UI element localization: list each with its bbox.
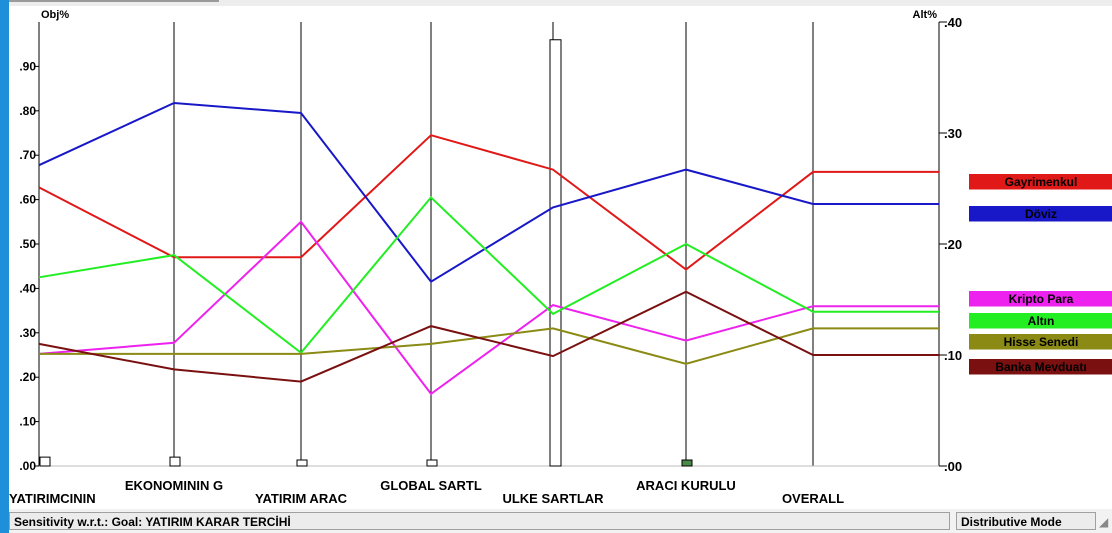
objective-priority-bar (296, 459, 308, 467)
right-axis-label: Alt% (913, 9, 938, 21)
series-line-banka-mevduatı (38, 290, 939, 383)
series-line-gayrimenkul (38, 134, 939, 271)
legend-label: Altın (1028, 314, 1055, 328)
series-line-hisse-senedi (39, 327, 939, 365)
left-axis-label: Obj% (41, 9, 69, 21)
resize-grip-icon[interactable]: ◢ (1099, 515, 1109, 529)
objective-priority-bar (39, 456, 51, 467)
criterion-label: YATIRIMCININ (9, 491, 96, 506)
top-divider (9, 0, 219, 2)
legend-swatch (969, 206, 1112, 222)
left-tick-label: .00 (19, 459, 36, 473)
sensitivity-status: Sensitivity w.r.t.: Goal: YATIRIM KARAR … (9, 512, 950, 530)
title-area (9, 0, 1112, 6)
left-tick-label: .50 (19, 237, 36, 251)
right-tick-label: .20 (944, 237, 962, 252)
legend-label: Döviz (1025, 207, 1057, 221)
right-tick-label: .30 (944, 126, 962, 141)
left-tick-label: .20 (19, 370, 36, 384)
legend-swatch (969, 174, 1112, 190)
series-line-altın (38, 195, 939, 355)
objective-priority-bar (549, 39, 562, 467)
left-tick-label: .10 (19, 415, 36, 429)
left-tick-label: .30 (19, 326, 36, 340)
legend-swatch (969, 359, 1112, 375)
legend-label: Kripto Para (1009, 292, 1074, 306)
window-edge (0, 0, 9, 533)
status-bar: Sensitivity w.r.t.: Goal: YATIRIM KARAR … (9, 509, 1112, 533)
right-tick-label: .00 (944, 459, 962, 474)
legend-swatch (969, 313, 1112, 329)
criterion-label: EKONOMININ G (125, 478, 223, 493)
objective-priority-bar (426, 459, 438, 467)
left-tick-label: .70 (19, 148, 36, 162)
criterion-label: OVERALL (782, 491, 844, 506)
series-line-döviz (38, 101, 939, 284)
mode-status[interactable]: Distributive Mode (956, 512, 1096, 530)
left-tick-label: .90 (19, 59, 36, 73)
right-tick-label: .10 (944, 348, 962, 363)
left-tick-label: .60 (19, 193, 36, 207)
legend-swatch (969, 334, 1112, 350)
legend-label: Hisse Senedi (1004, 335, 1079, 349)
series-line-kripto-para (38, 220, 939, 396)
objective-priority-bar (169, 456, 181, 467)
criterion-label: ARACI KURULU (636, 478, 736, 493)
sensitivity-chart[interactable]: .00 .10 .20 .30 .40 .50 .60 .70 .80 .90 Obj% .00 .10… (9, 6, 1112, 509)
criterion-label: ULKE SARTLAR (502, 491, 604, 506)
legend-label: Gayrimenkul (1005, 175, 1078, 189)
left-tick-label: .40 (19, 281, 36, 295)
right-tick-label: .40 (944, 15, 962, 30)
legend-swatch (969, 291, 1112, 307)
objective-priority-bar (681, 459, 693, 467)
left-tick-label: .80 (19, 104, 36, 118)
criterion-label: YATIRIM ARAC (255, 491, 348, 506)
legend-label: Banka Mevduatı (995, 360, 1086, 374)
criterion-label: GLOBAL SARTL (380, 478, 482, 493)
